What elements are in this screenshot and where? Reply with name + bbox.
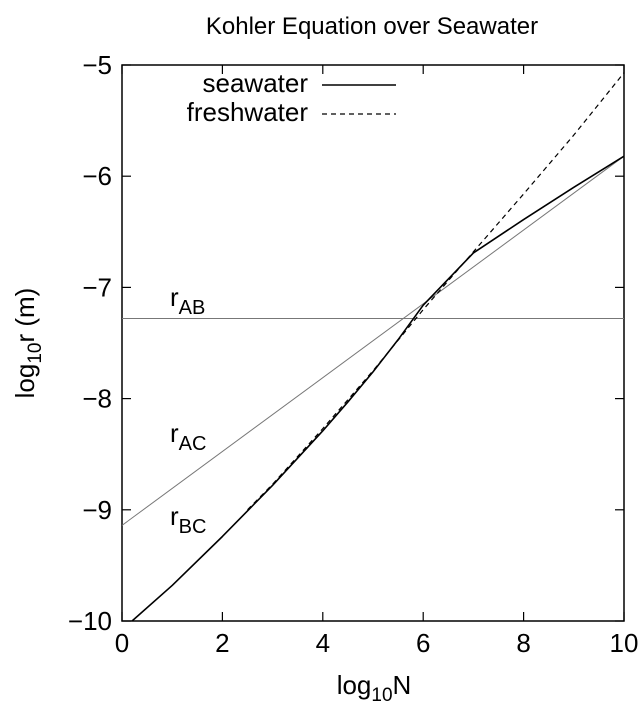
plot-frame <box>121 64 625 622</box>
annotation-r-ac: rAC <box>170 418 206 455</box>
x-tick-label: 4 <box>316 628 330 658</box>
y-tick-label: −5 <box>82 50 112 80</box>
reference-lines <box>121 155 625 526</box>
x-tick-label: 10 <box>610 628 639 658</box>
y-axis-title: log10r (m) <box>10 288 46 399</box>
x-axis-title: log10N <box>337 670 412 703</box>
legend-label-freshwater: freshwater <box>187 97 309 127</box>
series-group <box>131 72 625 622</box>
annotation-r-ab: rAB <box>170 282 205 319</box>
annotation-r-bc: rBC <box>170 501 206 538</box>
x-tick-label: 0 <box>115 628 129 658</box>
y-tick-label: −6 <box>82 161 112 191</box>
tick-group: 0 2 4 6 8 10 −10 −9 −8 −7 −6 −5 <box>68 50 639 658</box>
y-tick-label: −7 <box>82 272 112 302</box>
x-tick-label: 6 <box>416 628 430 658</box>
legend-label-seawater: seawater <box>203 68 309 98</box>
reference-line-r-ac <box>121 155 625 526</box>
series-line-freshwater <box>247 72 625 511</box>
y-tick-label: −9 <box>82 495 112 525</box>
series-line-seawater <box>131 155 625 622</box>
chart-title: Kohler Equation over Seawater <box>206 13 538 40</box>
y-tick-label: −8 <box>82 384 112 414</box>
x-tick-label: 8 <box>516 628 530 658</box>
x-tick-label: 2 <box>215 628 229 658</box>
y-tick-label: −10 <box>68 606 112 636</box>
